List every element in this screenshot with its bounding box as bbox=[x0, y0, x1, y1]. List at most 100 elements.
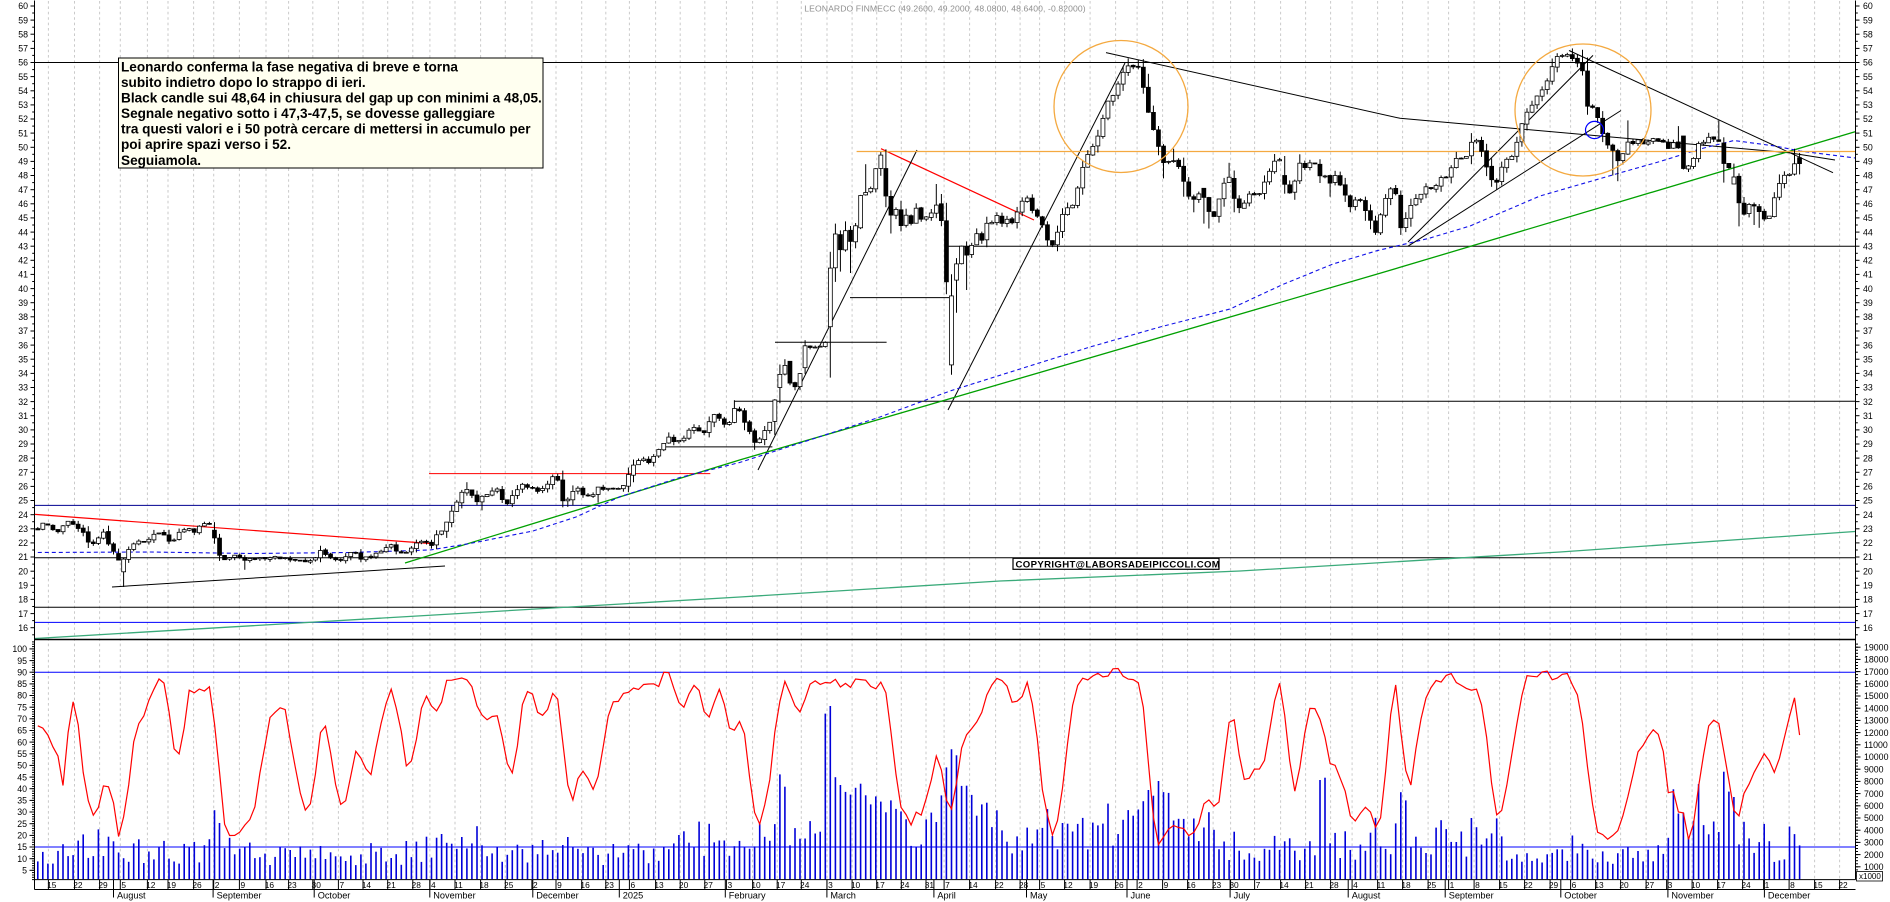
svg-text:2000: 2000 bbox=[1864, 850, 1884, 860]
svg-text:47: 47 bbox=[1863, 185, 1873, 195]
svg-text:2: 2 bbox=[1138, 880, 1143, 890]
svg-text:26: 26 bbox=[1114, 880, 1124, 890]
svg-text:100: 100 bbox=[12, 644, 27, 654]
svg-text:2025: 2025 bbox=[623, 891, 643, 901]
svg-text:11000: 11000 bbox=[1864, 740, 1888, 750]
svg-text:10000: 10000 bbox=[1864, 752, 1889, 762]
svg-text:28: 28 bbox=[18, 453, 28, 463]
svg-text:15: 15 bbox=[1813, 880, 1823, 890]
svg-text:33: 33 bbox=[18, 383, 28, 393]
svg-text:Leonardo conferma la fase nega: Leonardo conferma la fase negativa di br… bbox=[121, 60, 458, 75]
svg-text:10: 10 bbox=[17, 854, 27, 864]
svg-text:48: 48 bbox=[18, 171, 28, 181]
svg-text:29: 29 bbox=[1863, 439, 1873, 449]
svg-text:51: 51 bbox=[18, 128, 28, 138]
svg-text:28: 28 bbox=[1329, 880, 1339, 890]
svg-text:53: 53 bbox=[18, 100, 28, 110]
svg-text:9: 9 bbox=[1164, 880, 1169, 890]
svg-text:50: 50 bbox=[1863, 143, 1873, 153]
svg-text:49: 49 bbox=[1863, 157, 1873, 167]
svg-text:49: 49 bbox=[18, 157, 28, 167]
svg-text:12: 12 bbox=[146, 880, 156, 890]
svg-text:26: 26 bbox=[1863, 482, 1873, 492]
svg-text:October: October bbox=[318, 891, 351, 901]
svg-text:3: 3 bbox=[828, 880, 833, 890]
svg-text:31: 31 bbox=[18, 411, 28, 421]
svg-text:44: 44 bbox=[1863, 227, 1873, 237]
svg-text:20: 20 bbox=[1863, 566, 1873, 576]
svg-text:34: 34 bbox=[1863, 369, 1873, 379]
svg-text:December: December bbox=[1768, 891, 1810, 901]
svg-text:18: 18 bbox=[479, 880, 489, 890]
svg-text:58: 58 bbox=[18, 29, 28, 39]
svg-text:poi aprire spazi verso i 52.: poi aprire spazi verso i 52. bbox=[121, 137, 291, 152]
svg-text:30: 30 bbox=[17, 807, 27, 817]
svg-text:6: 6 bbox=[1572, 880, 1577, 890]
svg-text:17: 17 bbox=[776, 880, 786, 890]
svg-text:24: 24 bbox=[18, 510, 28, 520]
svg-text:16: 16 bbox=[1863, 623, 1873, 633]
svg-text:24: 24 bbox=[800, 880, 810, 890]
svg-text:30: 30 bbox=[1229, 880, 1239, 890]
svg-text:37: 37 bbox=[18, 326, 28, 336]
svg-text:56: 56 bbox=[1863, 58, 1873, 68]
svg-text:54: 54 bbox=[18, 86, 28, 96]
svg-text:September: September bbox=[1449, 891, 1494, 901]
svg-text:40: 40 bbox=[1863, 284, 1873, 294]
svg-text:42: 42 bbox=[1863, 256, 1873, 266]
svg-text:23: 23 bbox=[605, 880, 615, 890]
svg-text:July: July bbox=[1234, 891, 1251, 901]
svg-text:March: March bbox=[830, 891, 856, 901]
svg-text:75: 75 bbox=[17, 702, 27, 712]
svg-text:21: 21 bbox=[18, 552, 28, 562]
svg-text:September: September bbox=[217, 891, 262, 901]
svg-text:3: 3 bbox=[727, 880, 732, 890]
svg-text:15: 15 bbox=[1498, 880, 1508, 890]
svg-text:17: 17 bbox=[1863, 609, 1873, 619]
svg-text:7: 7 bbox=[339, 880, 344, 890]
svg-text:55: 55 bbox=[18, 72, 28, 82]
svg-text:42: 42 bbox=[18, 256, 28, 266]
svg-text:8: 8 bbox=[1790, 880, 1795, 890]
svg-text:8000: 8000 bbox=[1864, 777, 1884, 787]
svg-text:11: 11 bbox=[454, 880, 463, 890]
svg-text:47: 47 bbox=[18, 185, 28, 195]
svg-text:3000: 3000 bbox=[1864, 838, 1884, 848]
svg-text:26: 26 bbox=[192, 880, 202, 890]
svg-text:October: October bbox=[1564, 891, 1597, 901]
svg-text:57: 57 bbox=[1863, 44, 1873, 54]
svg-text:53: 53 bbox=[1863, 100, 1873, 110]
svg-text:27: 27 bbox=[1863, 468, 1873, 478]
svg-text:24: 24 bbox=[1863, 510, 1873, 520]
svg-text:23: 23 bbox=[1863, 524, 1873, 534]
svg-text:95: 95 bbox=[17, 656, 27, 666]
svg-text:14: 14 bbox=[362, 880, 372, 890]
svg-text:17: 17 bbox=[875, 880, 885, 890]
svg-text:13000: 13000 bbox=[1864, 716, 1889, 726]
svg-text:41: 41 bbox=[1863, 270, 1873, 280]
svg-text:38: 38 bbox=[18, 312, 28, 322]
svg-text:36: 36 bbox=[1863, 340, 1873, 350]
svg-text:August: August bbox=[117, 891, 146, 901]
svg-text:60: 60 bbox=[18, 1, 28, 11]
svg-text:30: 30 bbox=[18, 425, 28, 435]
svg-text:23: 23 bbox=[287, 880, 297, 890]
svg-text:18000: 18000 bbox=[1864, 655, 1889, 665]
svg-text:39: 39 bbox=[1863, 298, 1873, 308]
svg-text:46: 46 bbox=[1863, 199, 1873, 209]
svg-text:29: 29 bbox=[1549, 880, 1559, 890]
svg-text:10: 10 bbox=[751, 880, 761, 890]
svg-text:35: 35 bbox=[18, 354, 28, 364]
svg-text:29: 29 bbox=[18, 439, 28, 449]
svg-text:33: 33 bbox=[1863, 383, 1873, 393]
svg-text:22: 22 bbox=[18, 538, 28, 548]
svg-text:7: 7 bbox=[945, 880, 950, 890]
svg-text:x1000: x1000 bbox=[1859, 872, 1881, 881]
svg-text:22: 22 bbox=[73, 880, 83, 890]
svg-text:16: 16 bbox=[18, 623, 28, 633]
svg-text:23: 23 bbox=[1212, 880, 1222, 890]
svg-text:60: 60 bbox=[17, 737, 27, 747]
svg-text:59: 59 bbox=[18, 15, 28, 25]
svg-text:22: 22 bbox=[1838, 880, 1848, 890]
svg-text:24: 24 bbox=[900, 880, 910, 890]
